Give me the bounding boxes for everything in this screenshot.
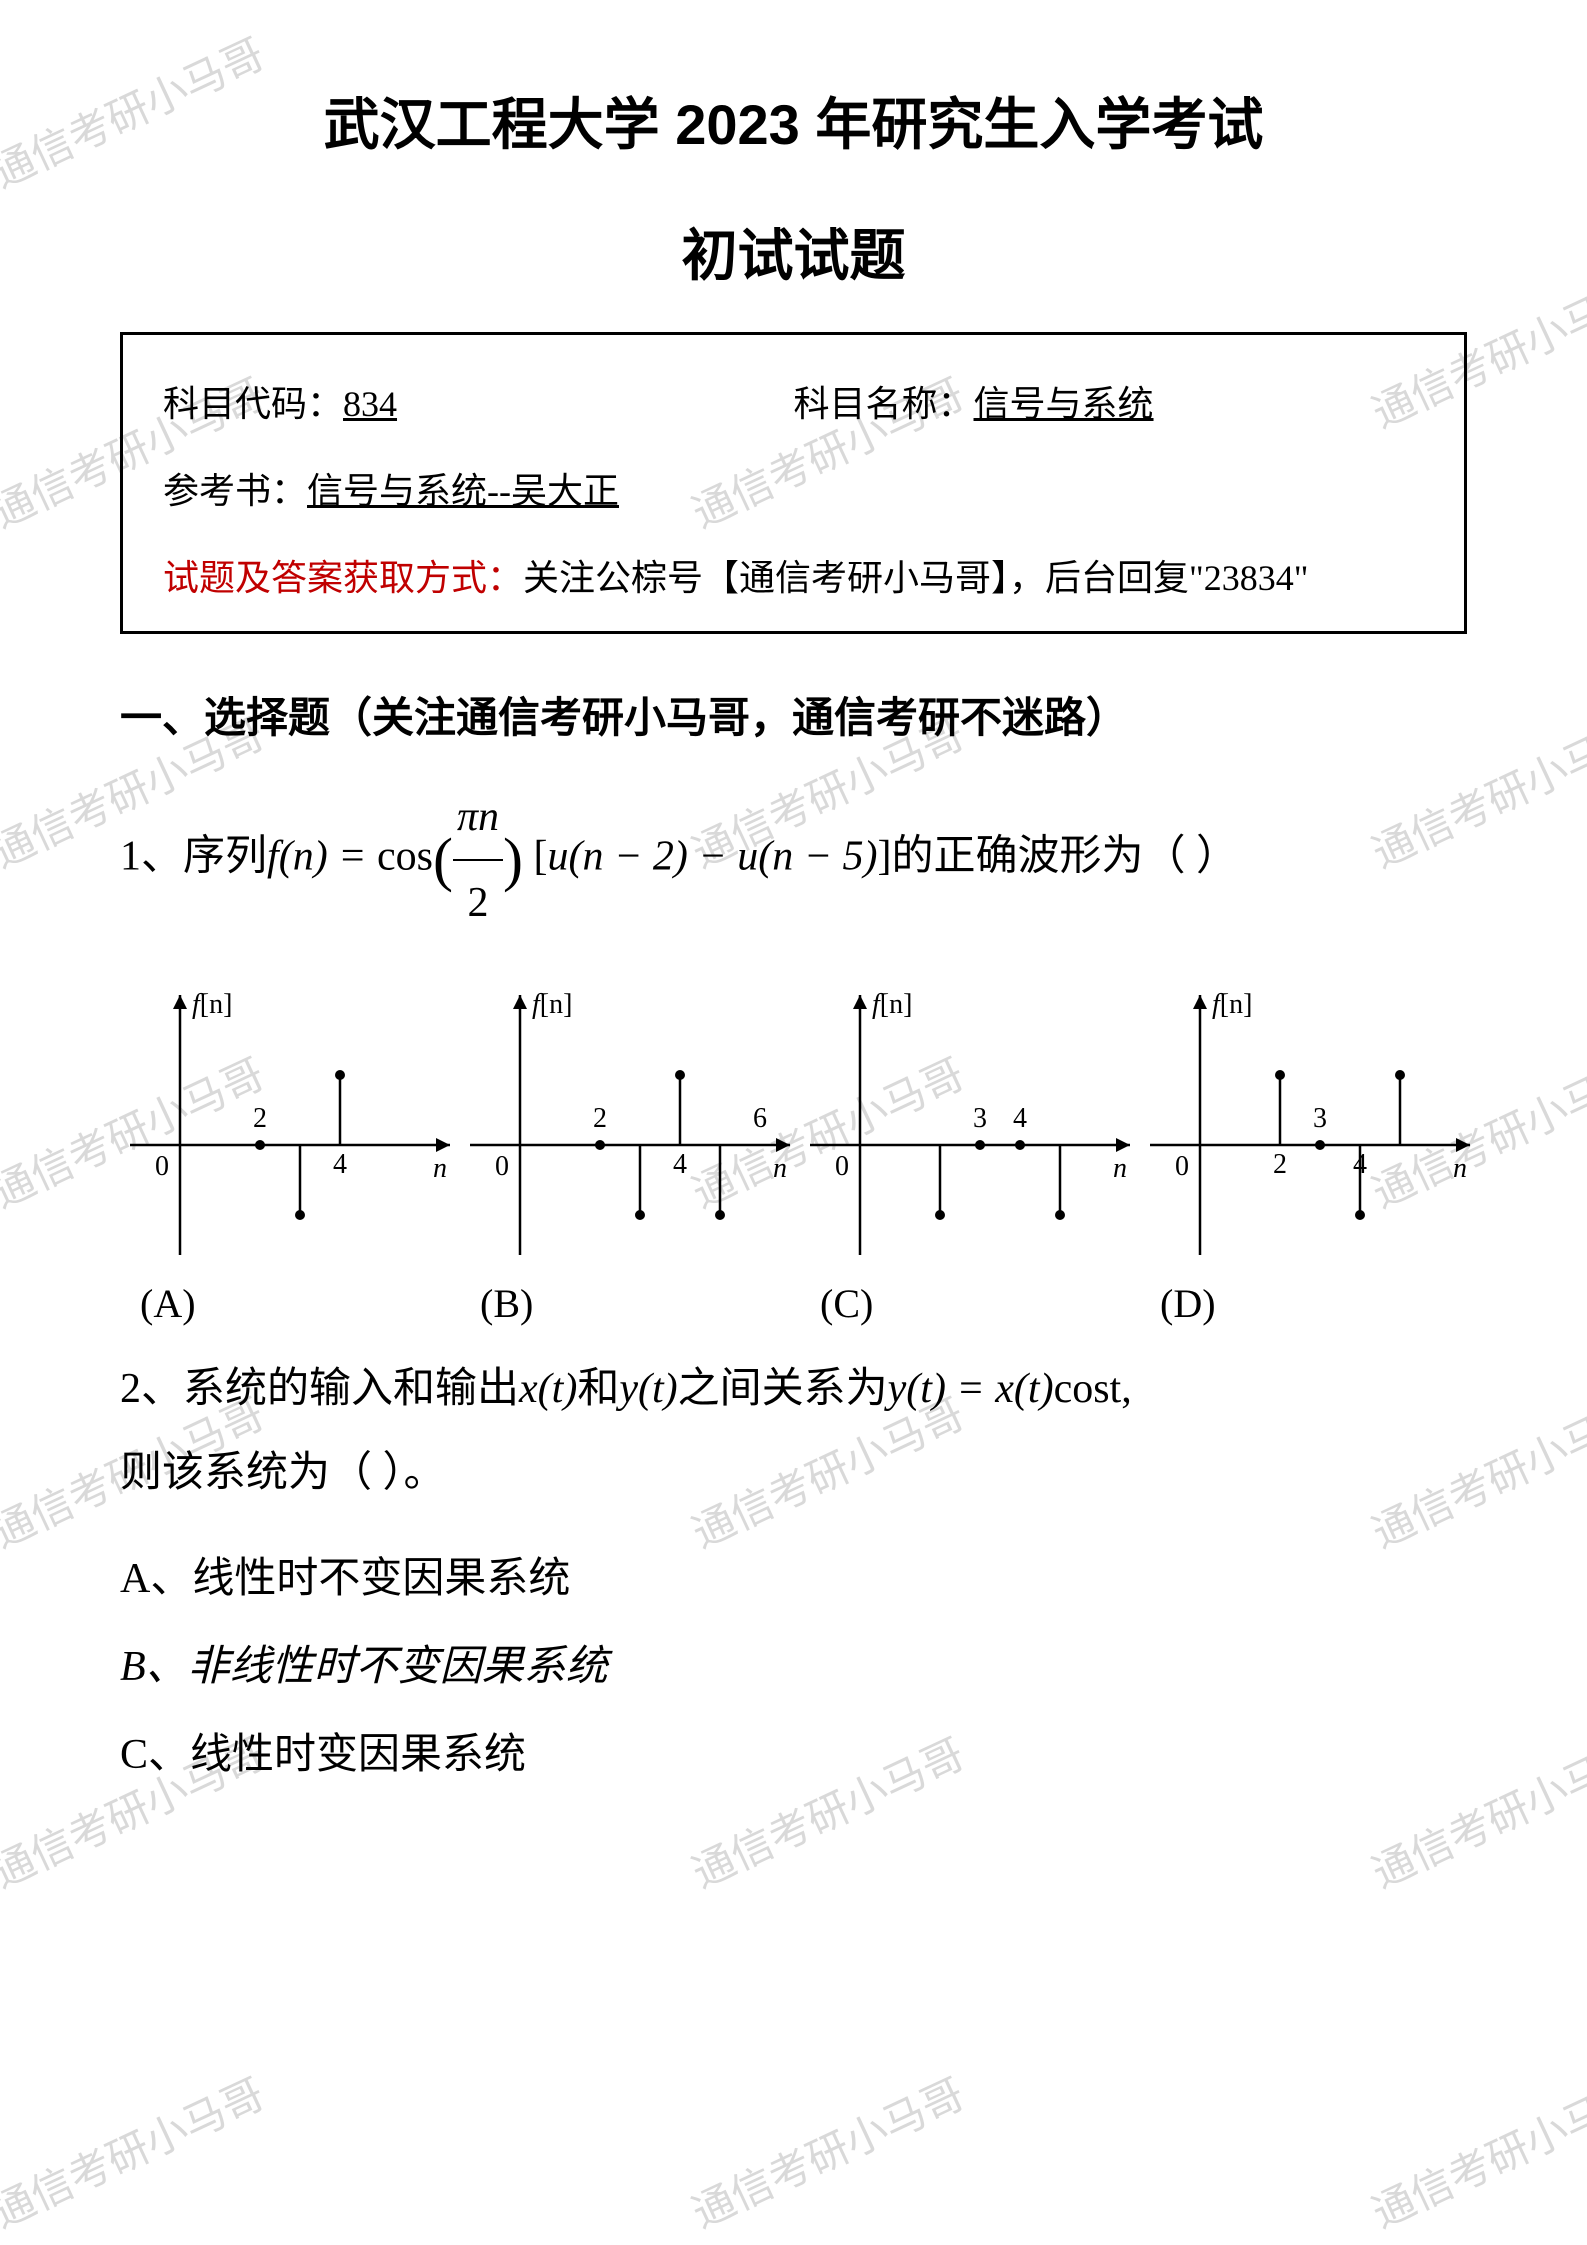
info-box: 科目代码：834 科目名称：信号与系统 参考书：信号与系统--吴大正 试题及答案… xyxy=(120,332,1467,634)
subject-code: 科目代码：834 xyxy=(163,375,794,427)
stem-plot: f[n] n 0 2 4 6 xyxy=(460,985,800,1265)
subject-name-label: 科目名称： xyxy=(794,384,974,424)
q1-cos: cos xyxy=(377,834,433,880)
q2-cost: cost xyxy=(1054,1366,1122,1412)
plot-cell: f[n] n 0 2 4 (A) xyxy=(120,985,460,1327)
plot-label: (A) xyxy=(120,1280,196,1327)
plot-cell: f[n] n 0 2 4 6 (B) xyxy=(460,985,800,1327)
svg-text:0: 0 xyxy=(155,1151,169,1182)
stem-plot: f[n] n 0 34 xyxy=(800,985,1140,1265)
svg-text:n: n xyxy=(773,1153,787,1184)
svg-text:n: n xyxy=(1113,1153,1127,1184)
q1-m5: − 5 xyxy=(804,834,864,880)
svg-text:0: 0 xyxy=(835,1151,849,1182)
figure-row: f[n]n024(A)f[n]n0246(B)f[n]n034(C)f[n]n0… xyxy=(120,985,1467,1327)
watermark: 通信考研小马哥 xyxy=(0,2061,273,2241)
subject-name: 科目名称：信号与系统 xyxy=(794,375,1425,427)
q2-yt: y(t) xyxy=(619,1366,677,1412)
svg-text:f[n]: f[n] xyxy=(1212,989,1252,1020)
ref-label: 参考书： xyxy=(163,471,307,511)
svg-text:4: 4 xyxy=(1013,1103,1027,1134)
page-title-2: 初试试题 xyxy=(120,211,1467,292)
q2-choice-b: B、非线性时不变因果系统 xyxy=(120,1623,1467,1711)
q2-choice-c: C、线性时变因果系统 xyxy=(120,1711,1467,1799)
q2-comma: , xyxy=(1121,1366,1132,1412)
ref-value: 信号与系统--吴大正 xyxy=(307,471,619,511)
section-1-title: 一、选择题（关注通信考研小马哥，通信考研不迷路） xyxy=(120,684,1467,745)
q1-m2: − 2 xyxy=(614,834,674,880)
q2-mid1: 和 xyxy=(577,1366,619,1412)
plot-cell: f[n]n0234(D) xyxy=(1140,985,1480,1327)
svg-text:0: 0 xyxy=(495,1151,509,1182)
q2-eq: y(t) = x(t) xyxy=(888,1366,1054,1412)
svg-text:f[n]: f[n] xyxy=(192,989,232,1020)
question-2: 2、系统的输入和输出x(t)和y(t)之间关系为y(t) = x(t)cost,… xyxy=(120,1347,1467,1515)
plot-label: (C) xyxy=(800,1280,873,1327)
svg-text:2: 2 xyxy=(253,1103,267,1134)
q2-mid2: 之间关系为 xyxy=(678,1366,888,1412)
page-title-1: 武汉工程大学 2023 年研究生入学考试 xyxy=(120,80,1467,161)
svg-text:f[n]: f[n] xyxy=(532,989,572,1020)
q1-den: 2 xyxy=(453,861,503,945)
q2-choice-a: A、线性时不变因果系统 xyxy=(120,1535,1467,1623)
q1-n3: n xyxy=(772,834,793,880)
subject-name-value: 信号与系统 xyxy=(974,384,1154,424)
svg-text:2: 2 xyxy=(1273,1149,1287,1180)
svg-text:n: n xyxy=(433,1153,447,1184)
acquire-text: 关注公棕号【通信考研小马哥】，后台回复"23834" xyxy=(523,558,1308,598)
svg-text:3: 3 xyxy=(1313,1103,1327,1134)
svg-text:f[n]: f[n] xyxy=(872,989,912,1020)
q1-suffix: 的正确波形为（ ） xyxy=(892,834,1239,880)
q1-pi: πn xyxy=(453,775,503,861)
q1-f: f xyxy=(267,834,279,880)
q2-xt: x(t) xyxy=(519,1366,577,1412)
svg-text:2: 2 xyxy=(593,1103,607,1134)
q1-n1: n xyxy=(293,834,314,880)
acquire-label: 试题及答案获取方式： xyxy=(163,558,523,598)
plot-cell: f[n] n 0 34 (C) xyxy=(800,985,1140,1327)
q2-pre: 2、系统的输入和输出 xyxy=(120,1366,519,1412)
subject-code-label: 科目代码： xyxy=(163,384,343,424)
question-1: 1、序列f(n) = cos(πn2) [u(n − 2) − u(n − 5)… xyxy=(120,775,1467,945)
plot-label: (D) xyxy=(1140,1280,1216,1327)
watermark: 通信考研小马哥 xyxy=(681,2061,973,2241)
svg-text:n: n xyxy=(1453,1153,1467,1184)
svg-text:4: 4 xyxy=(333,1149,347,1180)
q1-u2: u xyxy=(737,834,758,880)
acquire-method: 试题及答案获取方式：关注公棕号【通信考研小马哥】，后台回复"23834" xyxy=(163,549,1308,601)
subject-code-value: 834 xyxy=(343,384,397,424)
q2-line2: 则该系统为（ ）。 xyxy=(120,1450,446,1496)
reference-book: 参考书：信号与系统--吴大正 xyxy=(163,462,619,514)
svg-text:4: 4 xyxy=(673,1149,687,1180)
plot-label: (B) xyxy=(460,1280,533,1327)
svg-text:0: 0 xyxy=(1175,1151,1189,1182)
stem-plot: f[n] n 0 2 4 xyxy=(120,985,460,1265)
q1-n2: n xyxy=(583,834,604,880)
stem-plot: f[n]n0234 xyxy=(1140,985,1480,1265)
q1-prefix: 1、序列 xyxy=(120,834,267,880)
svg-text:6: 6 xyxy=(753,1103,767,1134)
watermark: 通信考研小马哥 xyxy=(1361,2061,1587,2241)
q1-u1: u xyxy=(548,834,569,880)
svg-text:3: 3 xyxy=(973,1103,987,1134)
